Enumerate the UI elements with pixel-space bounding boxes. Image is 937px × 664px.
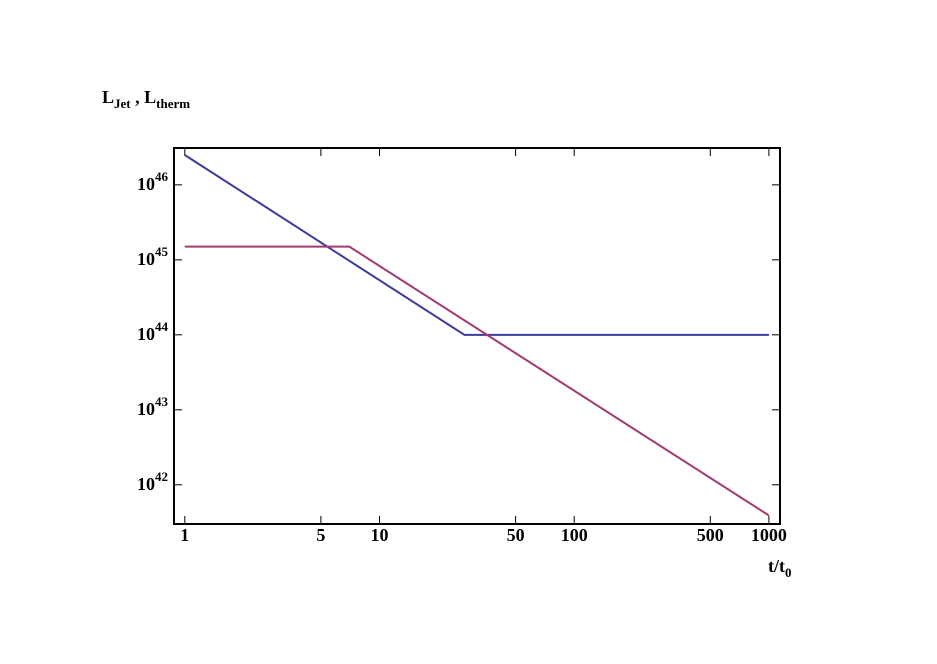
- x-tick-label: 5: [316, 525, 325, 545]
- series-line: [184, 154, 769, 336]
- y-tick-label: 1043: [137, 394, 169, 419]
- y-tick-label: 1045: [137, 244, 169, 269]
- x-axis-label: t/t0: [768, 556, 792, 580]
- y-tick-label: 1044: [137, 319, 169, 344]
- x-tick-label: 1: [180, 525, 189, 545]
- y-axis-label: LJet , Ltherm: [102, 87, 190, 111]
- x-tick-label: 500: [697, 525, 724, 545]
- series-line: [184, 245, 770, 517]
- x-tick-label: 100: [561, 525, 588, 545]
- x-tick-label: 50: [507, 525, 525, 545]
- y-tick-label: 1042: [137, 469, 168, 494]
- x-tick-label: 10: [371, 525, 389, 545]
- plot-frame: [173, 147, 781, 525]
- x-tick-label: 1000: [751, 525, 787, 545]
- y-tick-label: 1046: [137, 169, 169, 194]
